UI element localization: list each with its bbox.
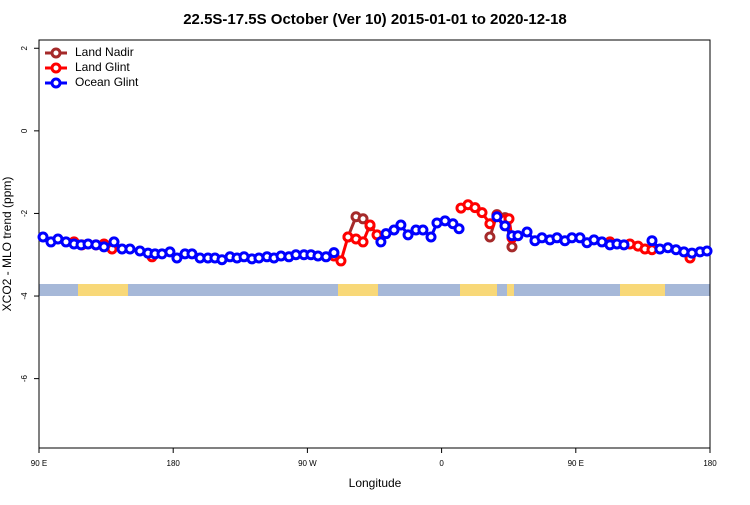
point — [646, 235, 658, 247]
point — [618, 239, 630, 251]
point — [375, 236, 387, 248]
legend-marker — [50, 62, 62, 74]
point — [171, 252, 183, 264]
point — [521, 226, 533, 238]
legend-marker — [50, 77, 62, 89]
point — [425, 231, 437, 243]
point — [124, 243, 136, 255]
point — [108, 236, 120, 248]
legend-marker — [50, 47, 62, 59]
land-patch — [507, 284, 514, 296]
y-tick-label: 0 — [20, 128, 29, 133]
x-axis-label: Longitude — [349, 476, 402, 490]
y-tick-label: -4 — [20, 292, 29, 300]
point — [357, 213, 369, 225]
land-patch — [338, 284, 378, 296]
point — [388, 224, 400, 236]
point — [476, 207, 488, 219]
point — [164, 246, 176, 258]
point — [357, 236, 369, 248]
legend-label: Land Glint — [75, 60, 130, 74]
legend-label: Land Nadir — [75, 45, 134, 59]
point — [328, 247, 340, 259]
point — [395, 219, 407, 231]
point — [574, 232, 586, 244]
point — [37, 231, 49, 243]
point — [484, 218, 496, 230]
land-patch — [78, 284, 128, 296]
x-tick-label: 90 E — [31, 459, 47, 468]
y-tick-label: -2 — [20, 209, 29, 217]
point — [417, 224, 429, 236]
chart-title: 22.5S-17.5S October (Ver 10) 2015-01-01 … — [183, 11, 567, 28]
x-tick-label: 180 — [167, 459, 181, 468]
point — [98, 241, 110, 253]
point — [484, 231, 496, 243]
plot-frame — [38, 39, 711, 449]
point — [320, 251, 332, 263]
land-patch — [620, 284, 665, 296]
point — [512, 230, 524, 242]
x-tick-label: 180 — [703, 459, 717, 468]
point — [186, 248, 198, 260]
point — [506, 241, 518, 253]
y-tick-label: 2 — [20, 45, 29, 50]
x-tick-label: 90 E — [568, 459, 584, 468]
point — [499, 220, 511, 232]
y-tick-label: -6 — [20, 375, 29, 383]
point — [701, 245, 713, 257]
point — [469, 202, 481, 214]
legend-label: Ocean Glint — [75, 75, 139, 89]
point — [335, 255, 347, 267]
x-tick-label: 0 — [439, 459, 444, 468]
point — [453, 223, 465, 235]
x-tick-label: 90 W — [298, 459, 317, 468]
point — [402, 229, 414, 241]
point — [491, 211, 503, 223]
land-patch — [460, 284, 497, 296]
point — [364, 219, 376, 231]
y-axis-label: XCO2 - MLO trend (ppm) — [0, 177, 14, 312]
surface-strip — [39, 284, 710, 296]
